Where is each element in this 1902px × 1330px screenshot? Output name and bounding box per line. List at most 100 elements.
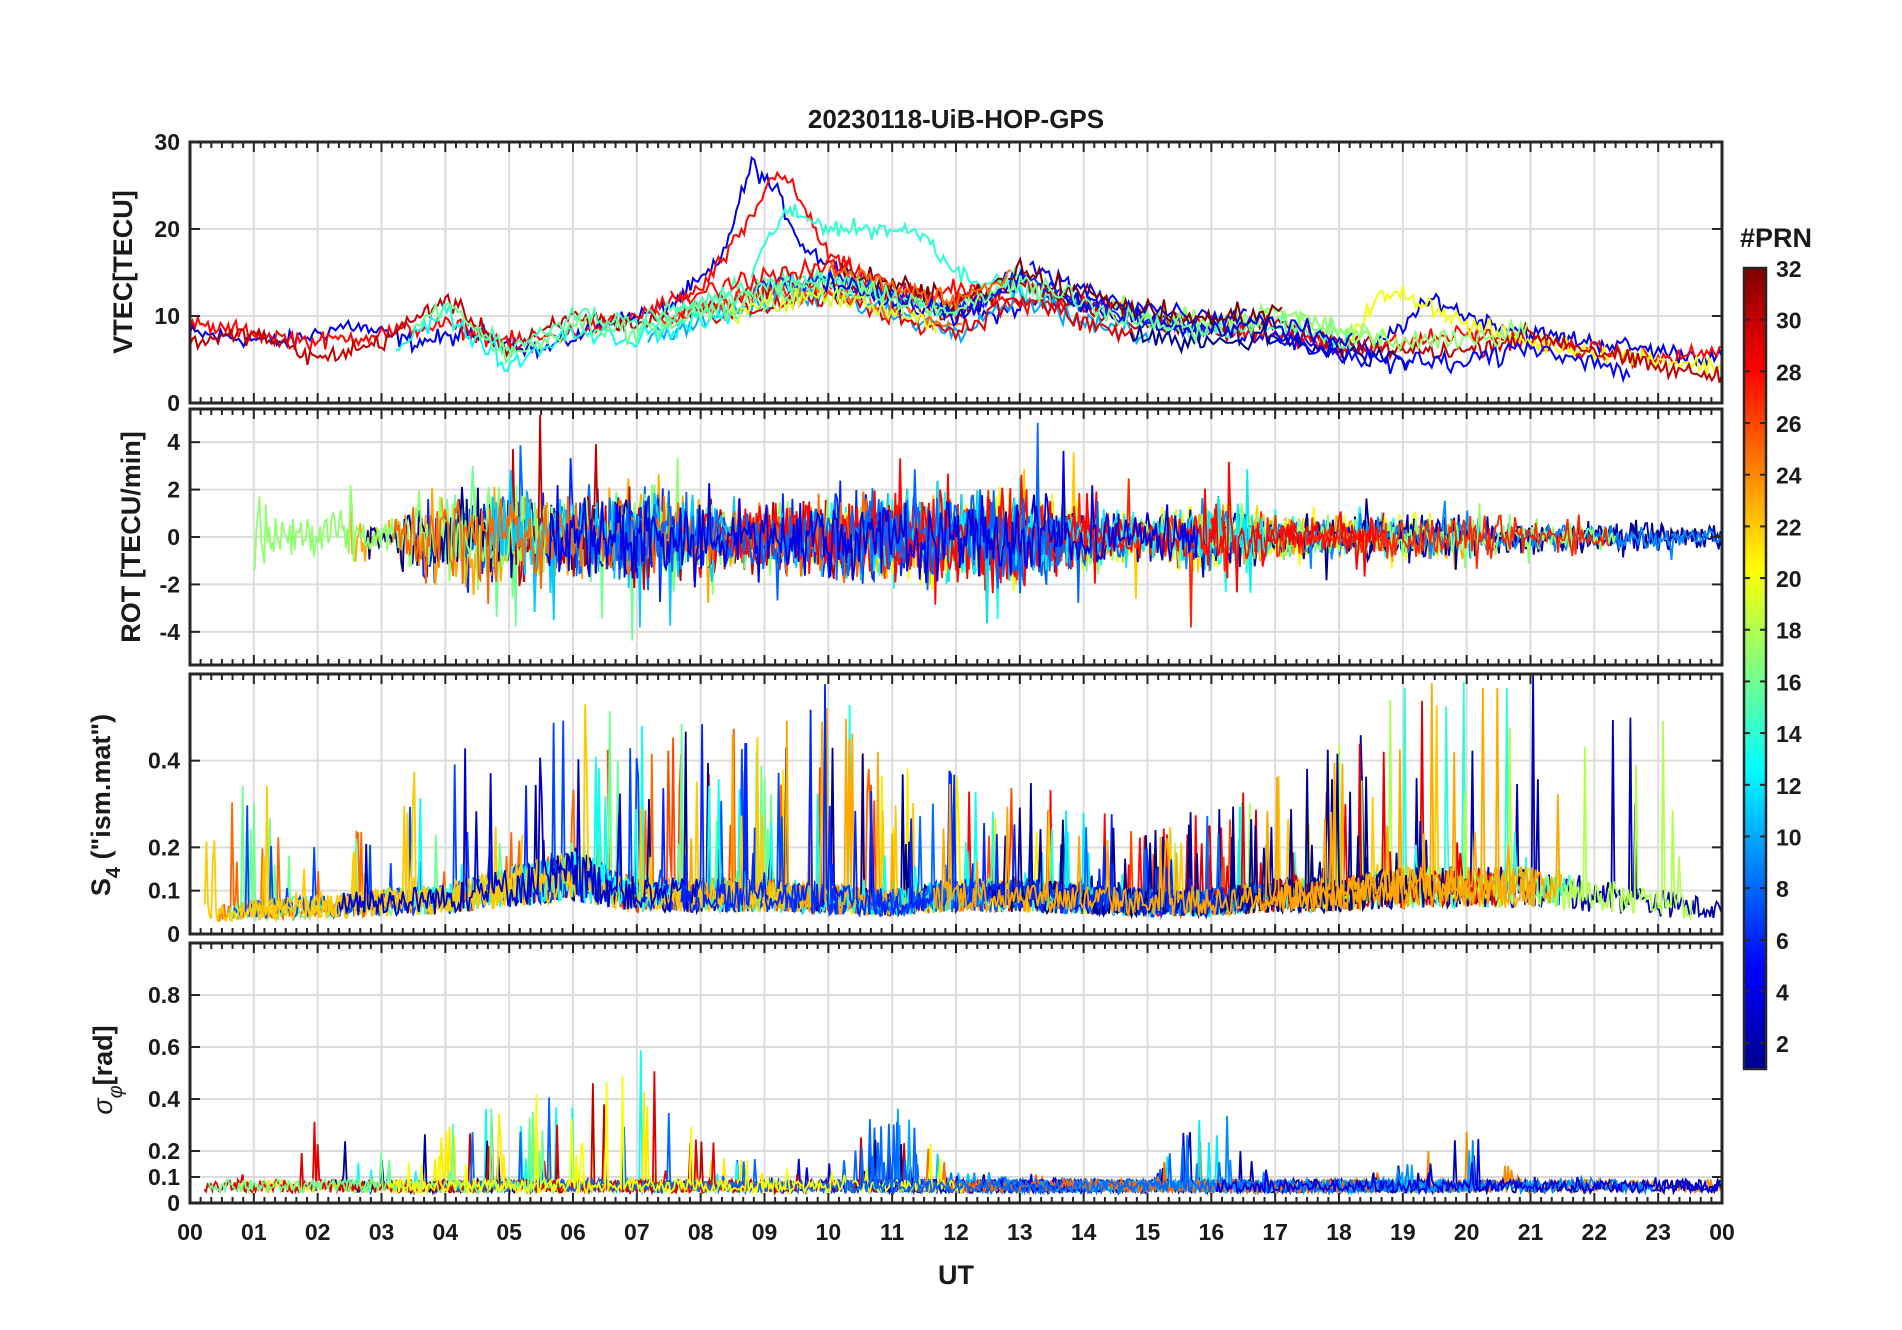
series-line-prn-4 [1064,290,1353,348]
series-line-prn-3 [338,748,699,917]
y-tick-label: 0 [167,390,180,416]
sigma-series [203,1050,1722,1196]
x-tick-label: 20 [1454,1219,1480,1245]
s4-frame [188,672,1724,936]
colorbar-tick-label: 30 [1776,308,1802,334]
series-line-prn-14 [750,203,1085,314]
colorbar-tick-label: 12 [1776,773,1802,799]
rot-ylabel: ROT [TECU/min] [116,431,146,642]
y-tick-label: 0.6 [148,1034,180,1060]
vtec-series [190,155,1722,384]
vtec-ylabel: VTEC[TECU] [108,190,138,354]
x-tick-labels: 00 01 02 03 04 05 06 07 08 09 10 11 12 13 14 15 16 17 18 19… [177,1219,1735,1245]
vtec-grid [189,141,1723,404]
colorbar-label: #PRN [1740,223,1812,253]
y-tick-label: 30 [154,129,180,155]
colorbar-tick-label: 14 [1776,721,1802,747]
series-line-prn-19 [727,286,938,334]
x-tick-label: 16 [1199,1219,1225,1245]
x-tick-label: 13 [1007,1219,1033,1245]
series-line-prn-5 [1271,329,1631,384]
sigma-ylabel-main: σ [88,1097,118,1115]
x-tick-label: 22 [1582,1219,1608,1245]
series-line-prn-4 [1215,1138,1722,1196]
x-tick-label: 21 [1518,1219,1544,1245]
x-tick-label: 11 [880,1219,905,1245]
sigma-ytick-labels: 00.10.2 0.4 0.6 0.8 [148,982,180,1216]
colorbar-tick-label: 6 [1776,928,1789,954]
y-tick-label: 0 [167,921,180,947]
x-tick-label: 19 [1390,1219,1416,1245]
y-tick-label: 0 [167,524,180,550]
x-tick-label: 00 [177,1219,203,1245]
s4-ylabel: S4 ("ism.mat") [86,714,125,896]
x-tick-label: 02 [305,1219,331,1245]
y-tick-label: 0.1 [148,878,180,904]
series-line-prn-1 [1129,322,1409,372]
vtec-panel: 0 10 20 30 VTEC[TECU] [108,129,1724,416]
x-tick-label: 05 [496,1219,522,1245]
s4-series [203,674,1722,924]
colorbar-tick-label: 8 [1776,876,1789,902]
y-tick-label: -2 [160,571,180,597]
s4-ylabel-rest: ("ism.mat") [86,714,116,867]
y-tick-label: 0.2 [148,834,180,860]
s4-ylabel-main: S [86,878,116,896]
sigma-ylabel-sub: φ [105,1085,127,1098]
x-axis-label: UT [938,1260,974,1290]
series-line-prn-16 [856,274,1213,342]
series-line-prn-25 [393,491,892,605]
x-tick-label: 12 [943,1219,969,1245]
sigma-panel: 00.10.2 0.4 0.6 0.8 σφ[rad] [88,941,1724,1216]
x-tick-label: 03 [369,1219,395,1245]
series-line-prn-8 [844,1123,1398,1196]
series-line-prn-23 [933,683,1562,919]
sigma-grid [189,943,1723,1204]
x-tick-label: 01 [241,1219,267,1245]
series-line-prn-25 [827,261,1012,311]
colorbar-tick-label: 4 [1776,979,1789,1005]
series-line-prn-27 [1253,511,1610,569]
x-tick-label: 09 [752,1219,778,1245]
colorbar-tick-label: 16 [1776,669,1802,695]
y-tick-label: 0.4 [148,748,180,774]
y-tick-label: 0 [167,1190,180,1216]
colorbar-tick-label: 18 [1776,618,1802,644]
y-tick-label: -4 [160,619,181,645]
rot-panel: -4 -2 0 2 4 ROT [TECU/min] [116,407,1724,667]
series-line-prn-16 [412,279,868,366]
x-tick-label: 23 [1645,1219,1671,1245]
vtec-frame [188,140,1724,405]
y-tick-label: 2 [167,477,180,503]
s4-panel: 0 0.1 0.2 0.4 S4 ("ism.mat") [86,672,1724,947]
colorbar-tick-label: 26 [1776,411,1802,437]
series-line-prn-22 [203,785,524,923]
rot-series [253,414,1722,641]
s4-ytick-labels: 0 0.1 0.2 0.4 [148,748,180,947]
y-tick-label: 4 [167,429,180,455]
colorbar-tick-label: 20 [1776,566,1802,592]
s4-ylabel-sub: 4 [103,866,125,878]
sigma-ylabel-rest: [rad] [88,1025,118,1085]
y-tick-label: 0.8 [148,982,180,1008]
x-tick-label: 18 [1326,1219,1352,1245]
series-line-prn-8 [575,422,1065,601]
colorbar-tick-label: 28 [1776,359,1802,385]
x-tick-label: 10 [816,1219,842,1245]
series-line-prn-4 [545,450,1199,588]
series-line-prn-30 [190,272,1722,383]
x-tick-label: 14 [1071,1219,1097,1245]
rot-ytick-labels: -4 -2 0 2 4 [160,429,181,645]
series-line-prn-23 [1258,687,1534,912]
x-tick-label: 06 [560,1219,586,1245]
x-tick-label: 00 [1709,1219,1735,1245]
vtec-ytick-labels: 0 10 20 30 [154,129,180,416]
colorbar-tick-label: 10 [1776,824,1802,850]
y-tick-label: 0.4 [148,1086,180,1112]
sigma-frame [188,941,1724,1205]
x-tick-label: 17 [1262,1219,1288,1245]
series-line-prn-16 [207,1108,556,1195]
colorbar-gradient [1742,266,1768,1071]
